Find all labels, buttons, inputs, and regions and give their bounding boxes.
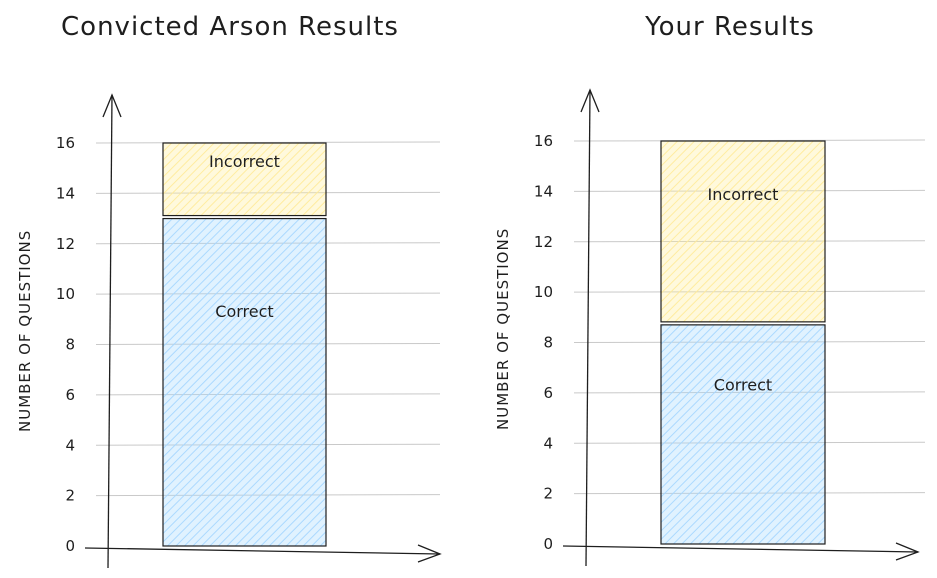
y-tick-label: 12 bbox=[56, 235, 75, 253]
chart-convicted-arson: Convicted Arson Results NUMBER OF QUESTI… bbox=[0, 0, 460, 578]
bar-segment-correct bbox=[162, 217, 327, 547]
bar-segment-incorrect bbox=[660, 140, 826, 323]
y-tick-label: 8 bbox=[543, 334, 553, 352]
y-axis-line bbox=[585, 89, 591, 567]
y-tick-label: 0 bbox=[65, 537, 75, 555]
chart-plot: 0 2 4 6 8 10 12 14 16 Correct Incorrect bbox=[534, 88, 926, 567]
y-tick-label: 10 bbox=[534, 283, 553, 301]
x-axis-arrowhead bbox=[895, 542, 920, 561]
y-tick-label: 2 bbox=[65, 487, 75, 505]
y-tick-label: 4 bbox=[65, 436, 75, 454]
y-tick-label: 6 bbox=[543, 384, 553, 402]
x-axis-line bbox=[562, 545, 919, 553]
bar-segment-correct bbox=[660, 324, 826, 545]
chart-your-results: Your Results NUMBER OF QUESTIONS 0 2 4 6 8 10… bbox=[470, 0, 937, 578]
chart-plot: 0 2 4 6 8 10 12 14 16 Correct Incorrect bbox=[56, 93, 442, 569]
y-tick-label: 14 bbox=[56, 184, 75, 202]
y-tick-label: 8 bbox=[65, 336, 75, 354]
y-tick-label: 16 bbox=[56, 134, 75, 152]
segment-label: Incorrect bbox=[209, 152, 280, 171]
y-tick-label: 2 bbox=[543, 485, 553, 503]
y-axis-arrowhead bbox=[580, 88, 600, 113]
chart-title: Convicted Arson Results bbox=[61, 12, 399, 42]
y-tick-label: 0 bbox=[543, 535, 553, 553]
y-tick-label: 14 bbox=[534, 182, 553, 200]
y-tick-label: 10 bbox=[56, 285, 75, 303]
bar-segment-incorrect bbox=[162, 142, 327, 217]
y-tick-label: 12 bbox=[534, 233, 553, 251]
x-axis-arrowhead bbox=[417, 544, 442, 563]
x-axis-line bbox=[84, 547, 441, 555]
y-tick-label: 6 bbox=[65, 386, 75, 404]
chart-title: Your Results bbox=[645, 12, 815, 42]
y-axis-arrowhead bbox=[102, 93, 122, 118]
segment-label: Incorrect bbox=[708, 185, 779, 204]
y-axis-line bbox=[107, 94, 113, 569]
segment-label: Correct bbox=[714, 376, 772, 395]
y-tick-label: 16 bbox=[534, 132, 553, 150]
segment-label: Correct bbox=[215, 302, 273, 321]
y-tick-label: 4 bbox=[543, 434, 553, 452]
